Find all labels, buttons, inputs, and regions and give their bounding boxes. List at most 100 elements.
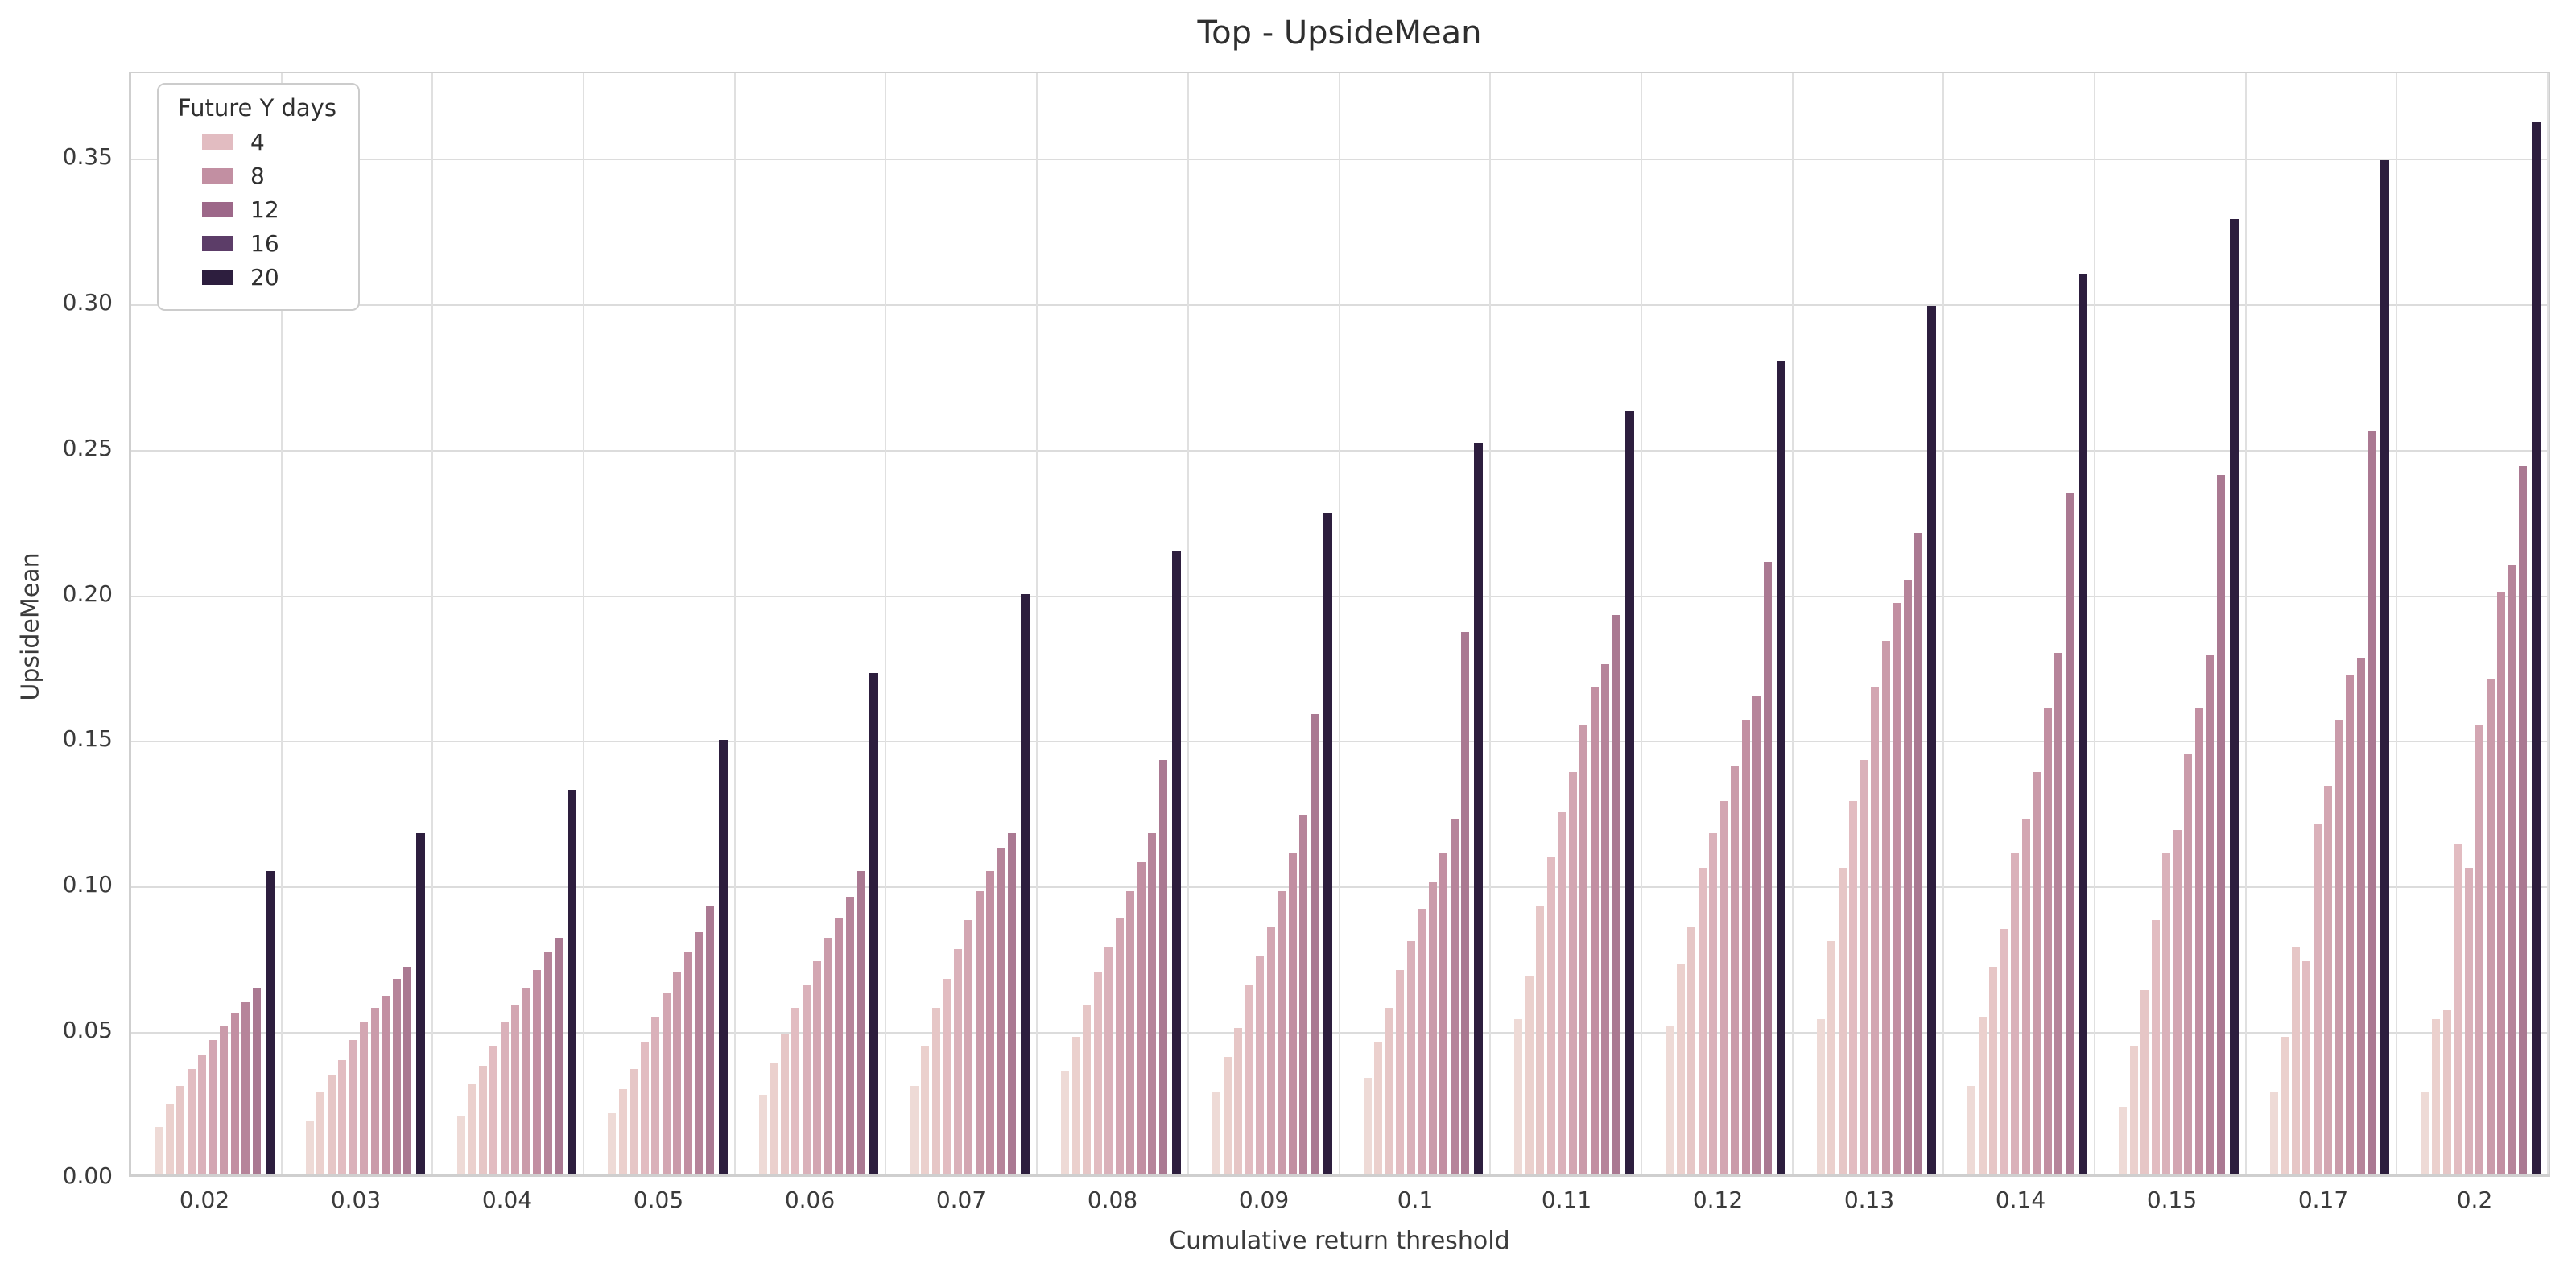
bar <box>943 979 952 1174</box>
bar <box>1266 927 1275 1174</box>
bar <box>165 1104 174 1174</box>
bar-group <box>1642 73 1794 1174</box>
gridline <box>131 449 2549 452</box>
bar <box>975 891 984 1174</box>
bar <box>1860 760 1868 1174</box>
bar <box>1849 801 1858 1174</box>
bar <box>265 871 275 1174</box>
bar-row <box>1363 443 1484 1174</box>
bar <box>1525 976 1534 1174</box>
bar-group <box>1794 73 1945 1174</box>
bar <box>813 961 822 1174</box>
bar <box>252 988 261 1174</box>
bar <box>533 970 542 1174</box>
bar <box>845 897 854 1174</box>
bar-group <box>1340 73 1492 1174</box>
bar-row <box>1816 306 1937 1174</box>
bar <box>338 1060 347 1174</box>
legend-entry-label: 16 <box>250 230 279 257</box>
bar <box>2216 475 2225 1174</box>
bar <box>230 1013 239 1174</box>
bar <box>1245 985 1253 1174</box>
bar <box>1741 720 1750 1174</box>
bar <box>2324 786 2333 1174</box>
bar <box>2033 772 2041 1174</box>
bar-row <box>1514 411 1634 1174</box>
bar <box>176 1086 185 1174</box>
bar <box>1568 772 1577 1174</box>
bar <box>695 932 704 1174</box>
bar <box>2291 947 2300 1174</box>
bar-group <box>2095 73 2247 1174</box>
bar <box>568 790 577 1174</box>
bar <box>2432 1019 2440 1174</box>
bar-row <box>1212 513 1332 1174</box>
legend-entry: 20 <box>202 264 344 291</box>
bar <box>1310 714 1319 1174</box>
bar <box>2078 274 2087 1174</box>
legend-swatch <box>202 168 233 184</box>
bar <box>2021 819 2030 1174</box>
legend-swatch <box>202 270 233 285</box>
bar <box>2054 653 2063 1174</box>
bar <box>1093 972 1102 1174</box>
bar-row <box>910 594 1030 1174</box>
bar <box>220 1026 229 1174</box>
bar <box>910 1086 919 1174</box>
bar <box>1439 853 1448 1174</box>
bar <box>1299 815 1307 1174</box>
bar <box>651 1017 660 1174</box>
bar <box>1148 833 1157 1174</box>
bar <box>2011 853 2020 1174</box>
bar <box>208 1040 217 1174</box>
bar <box>155 1127 163 1174</box>
bar <box>349 1040 357 1174</box>
bar <box>2194 708 2203 1174</box>
bar <box>802 985 811 1174</box>
x-tick-label: 0.2 <box>2456 1187 2493 1213</box>
bar <box>1008 833 1017 1174</box>
legend: Future Y days 4 8 12 16 20 <box>157 83 360 311</box>
bar-row <box>608 740 728 1174</box>
y-tick-label: 0.20 <box>62 580 113 607</box>
bar <box>305 1121 314 1174</box>
gridline <box>131 886 2549 889</box>
bar <box>382 996 390 1174</box>
bar <box>1590 687 1599 1174</box>
bar <box>187 1069 196 1174</box>
bar <box>1115 918 1124 1174</box>
x-tick-label: 0.05 <box>633 1187 684 1213</box>
bar <box>608 1113 617 1174</box>
bar <box>1061 1071 1070 1174</box>
bar <box>1719 801 1728 1174</box>
x-tick-label: 0.13 <box>1843 1187 1895 1213</box>
bar <box>673 972 682 1174</box>
bar <box>2229 219 2239 1174</box>
bar <box>1676 964 1685 1174</box>
bar <box>1827 941 1836 1174</box>
bar <box>630 1069 638 1174</box>
bar-group <box>584 73 736 1174</box>
bar <box>780 1034 789 1174</box>
bar <box>1450 819 1459 1174</box>
legend-entry: 12 <box>202 196 344 223</box>
y-tick-label: 0.15 <box>62 725 113 753</box>
bar-group <box>1038 73 1189 1174</box>
y-tick-label: 0.25 <box>62 434 113 461</box>
bar <box>327 1075 336 1174</box>
bar <box>2475 725 2483 1174</box>
bar <box>316 1092 325 1174</box>
bar <box>1256 956 1264 1174</box>
bar <box>1558 812 1567 1174</box>
bar <box>869 673 879 1174</box>
bar <box>2313 824 2322 1174</box>
plot-area <box>129 72 2550 1177</box>
bar <box>1234 1028 1242 1174</box>
bar-row <box>758 673 879 1174</box>
bar <box>931 1008 940 1174</box>
legend-entry-label: 8 <box>250 163 265 189</box>
y-axis-title: UpsideMean <box>16 552 45 701</box>
bar <box>1601 664 1610 1174</box>
bar <box>1763 562 1772 1174</box>
